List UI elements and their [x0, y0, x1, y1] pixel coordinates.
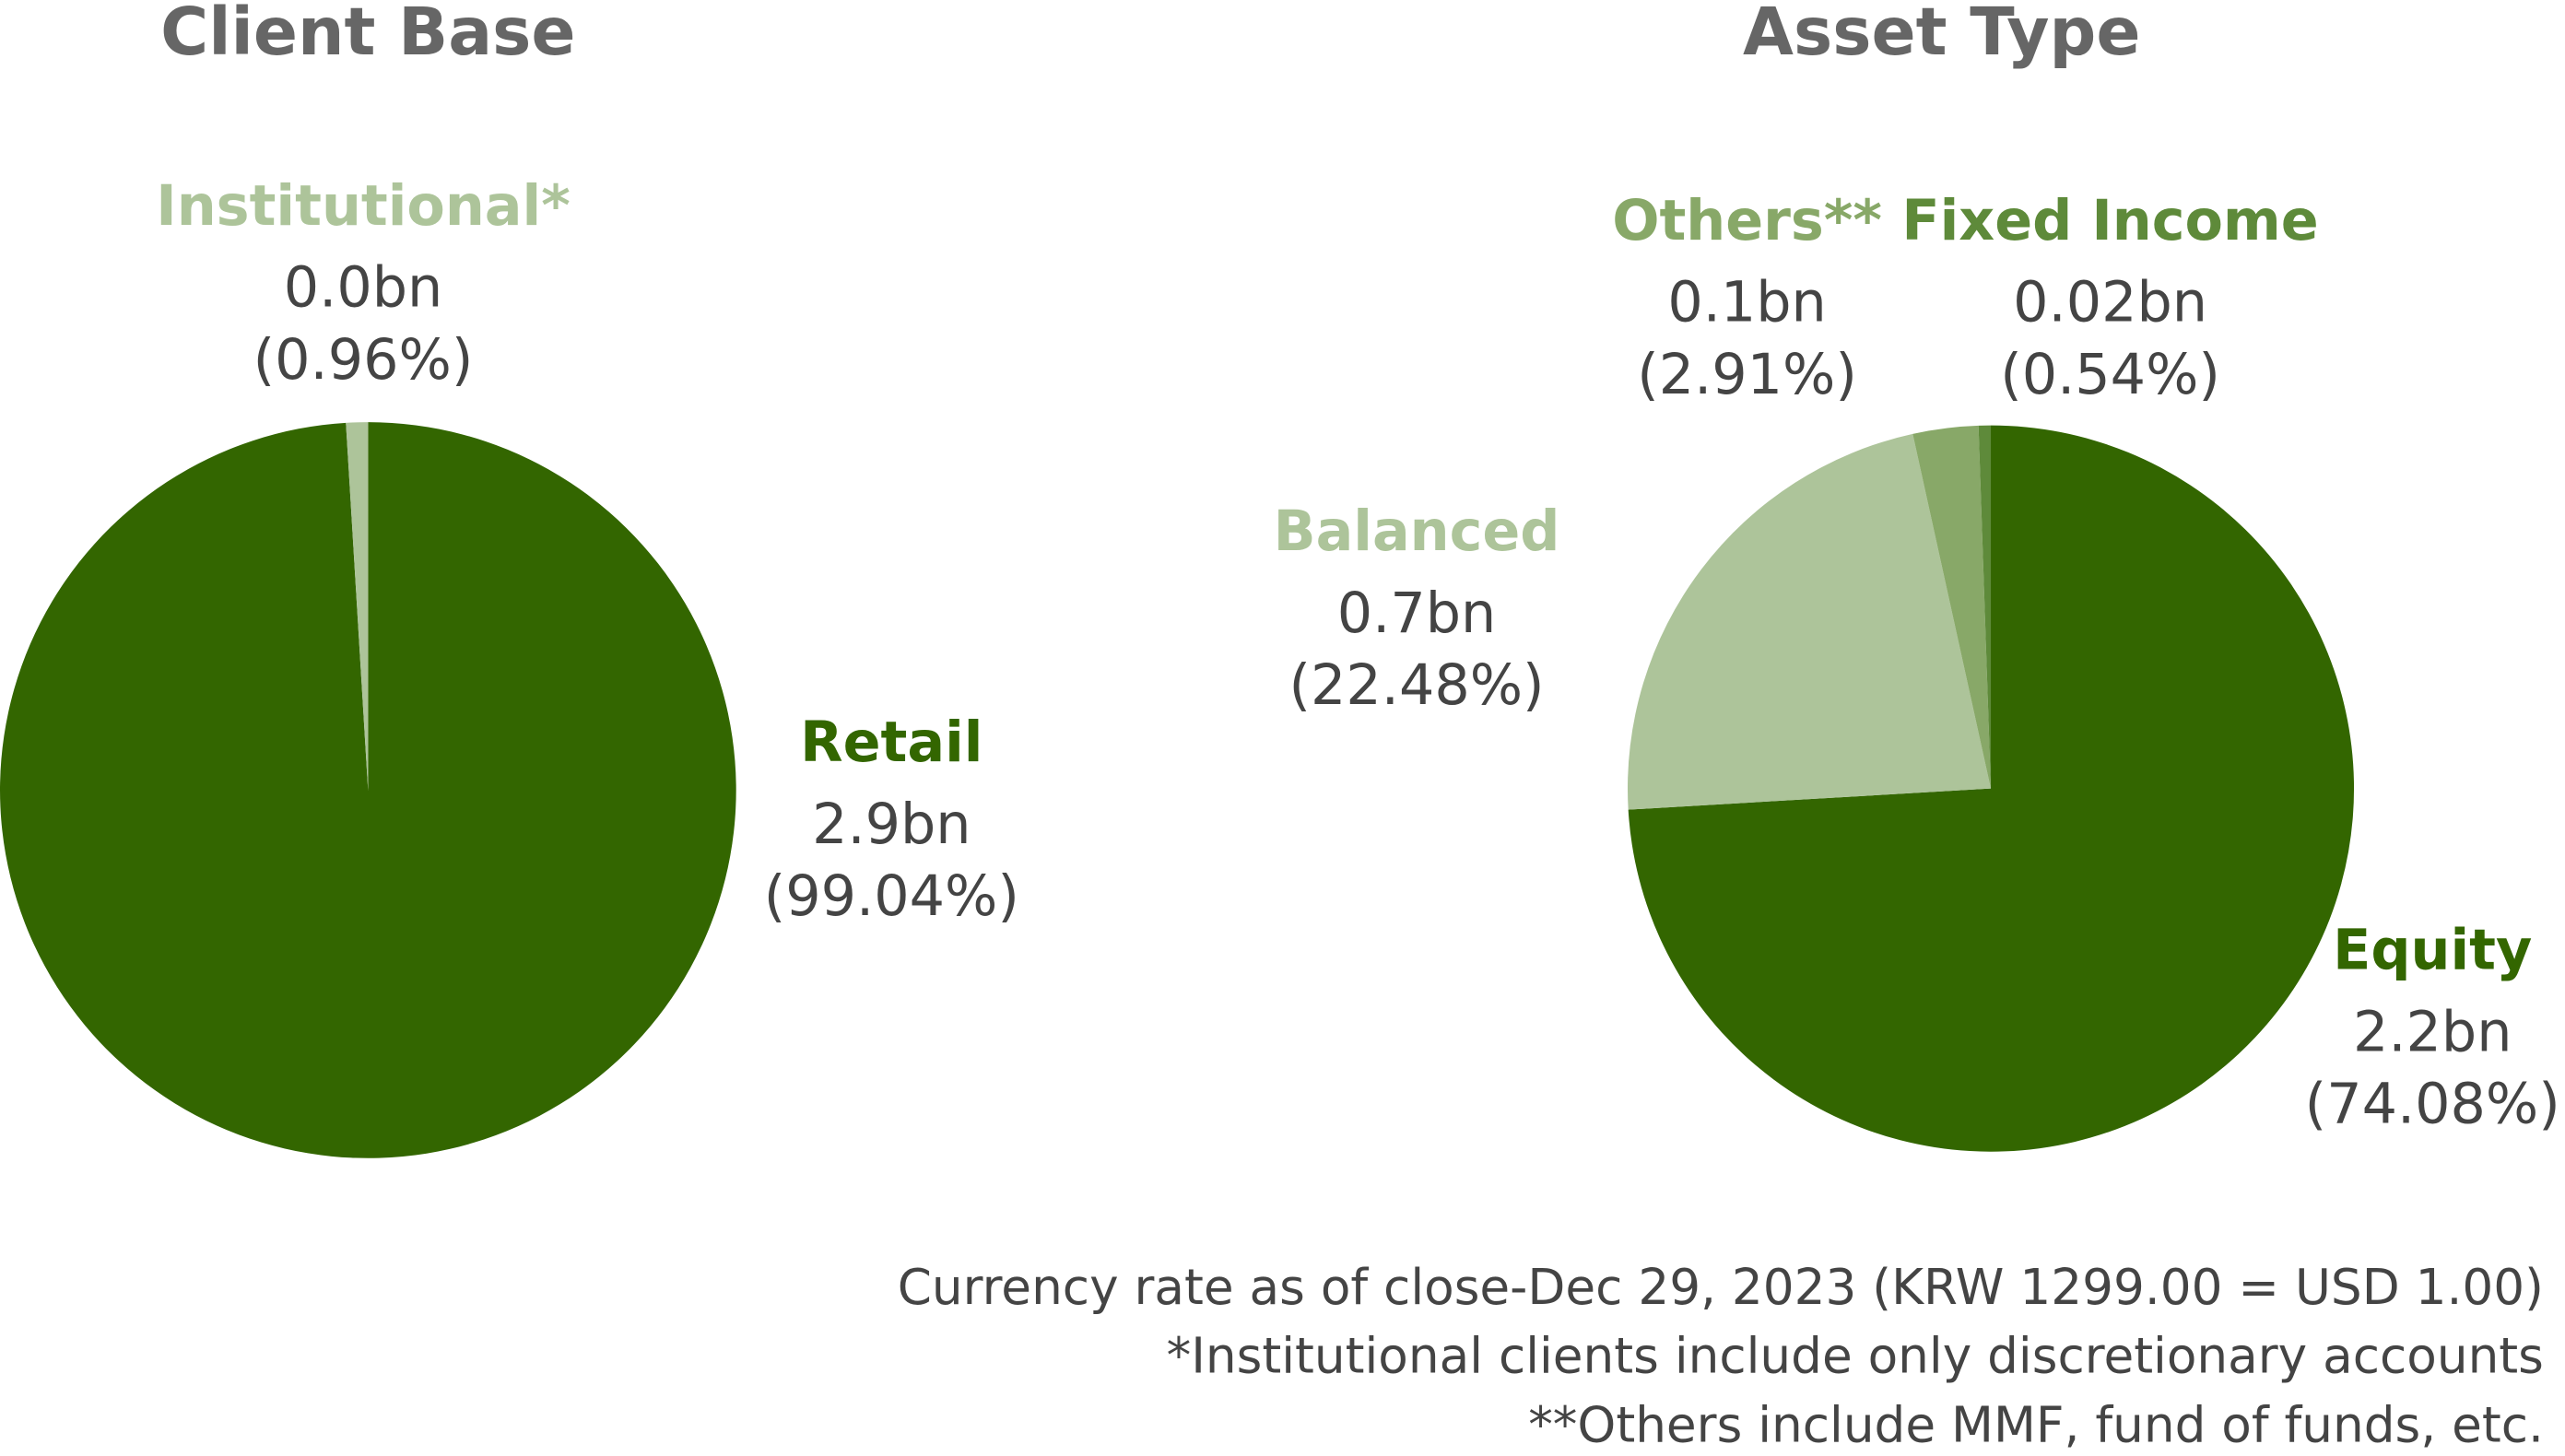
- slice-amount: 2.2bn: [2353, 1000, 2512, 1064]
- slice-percent: (99.04%): [764, 864, 1019, 929]
- slice-percent: (0.54%): [2000, 343, 2220, 407]
- footnote: *Institutional clients include only disc…: [1167, 1328, 2544, 1385]
- slice-amount: 0.1bn: [1667, 271, 1826, 335]
- slice-percent: (2.91%): [1637, 343, 1857, 407]
- pie-slice: [1627, 433, 1992, 810]
- slice-name: Balanced: [1274, 499, 1560, 564]
- slice-percent: (22.48%): [1288, 653, 1544, 718]
- pie-slice: [346, 422, 369, 791]
- slice-percent: (74.08%): [2305, 1072, 2560, 1136]
- slice-amount: 0.02bn: [2013, 271, 2207, 335]
- chart-title: Client Base: [160, 0, 575, 70]
- footnote: **Others include MMF, fund of funds, etc…: [1528, 1396, 2544, 1453]
- slice-name: Institutional*: [156, 174, 570, 239]
- pie-slice: [1978, 425, 1992, 789]
- chart-title: Asset Type: [1743, 0, 2140, 70]
- slice-amount: 0.0bn: [284, 256, 442, 321]
- pie-slice: [1912, 425, 1992, 789]
- pie-slice: [0, 422, 736, 1158]
- slice-name: Others**: [1612, 189, 1882, 253]
- footnote: Currency rate as of close-Dec 29, 2023 (…: [898, 1259, 2544, 1316]
- slice-amount: 2.9bn: [812, 793, 971, 857]
- pie-slice: [1628, 425, 2355, 1152]
- slice-name: Retail: [800, 710, 982, 775]
- slice-percent: (0.96%): [253, 328, 474, 393]
- slice-amount: 0.7bn: [1337, 581, 1496, 646]
- slice-name: Fixed Income: [1901, 189, 2318, 253]
- slice-name: Equity: [2333, 919, 2532, 983]
